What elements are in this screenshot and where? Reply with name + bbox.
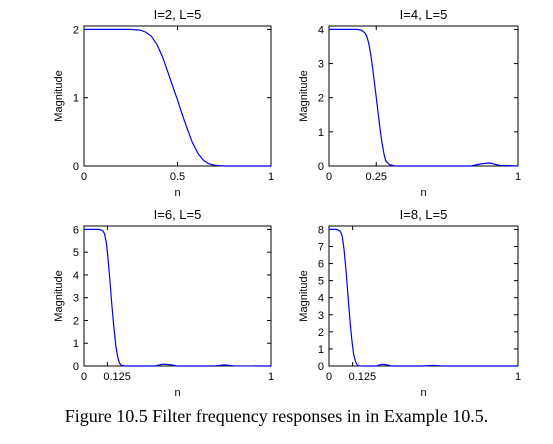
y-tick-label: 1 [73, 338, 79, 350]
y-tick-label: 6 [73, 224, 79, 236]
plot-frame [83, 225, 272, 367]
y-axis-label: Magnitude [53, 270, 65, 321]
subplot-i8-l5: I=8, L=5 n Magnitude 0 0.125 1 0 1 2 3 4 5 6 7 8 [298, 207, 521, 399]
x-tick-label: 0.125 [103, 371, 131, 383]
chart-title: I=4, L=5 [400, 7, 448, 22]
y-axis-label: Magnitude [298, 270, 310, 321]
y-tick-label: 2 [73, 24, 79, 36]
x-tick-label: 0.125 [349, 371, 377, 383]
magnitude-response-line [84, 28, 271, 167]
subplot-i6-l5: I=6, L=5 n Magnitude 0 0.125 1 0 1 2 3 4 5 6 [53, 207, 274, 399]
chart-title: I=6, L=5 [154, 207, 202, 222]
x-tick-label: 1 [268, 171, 274, 183]
y-tick-label: 0 [73, 361, 79, 373]
y-tick-label: 2 [318, 93, 324, 105]
x-tick-label: 0.25 [366, 171, 387, 183]
x-tick-label: 1 [515, 171, 521, 183]
subplot-i4-l5: I=4, L=5 n Magnitude 0 0.25 1 0 1 2 3 4 [298, 7, 521, 199]
y-tick-label: 4 [318, 293, 324, 305]
y-axis-label: Magnitude [298, 70, 310, 121]
y-tick-label: 0 [318, 361, 324, 373]
y-tick-label: 4 [318, 24, 324, 36]
y-tick-label: 7 [318, 241, 324, 253]
y-tick-label: 3 [73, 293, 79, 305]
plot-frame [328, 225, 519, 367]
y-tick-label: 3 [318, 59, 324, 71]
x-tick-label: 0.5 [170, 171, 185, 183]
x-axis-label: n [420, 187, 426, 199]
chart-title: I=8, L=5 [400, 207, 448, 222]
x-axis-label: n [420, 387, 426, 399]
y-tick-label: 5 [73, 247, 79, 259]
y-tick-label: 0 [318, 161, 324, 173]
x-axis-label: n [174, 187, 180, 199]
chart-title: I=2, L=5 [154, 7, 202, 22]
magnitude-response-line [84, 228, 272, 367]
plot-frame [328, 25, 519, 167]
x-tick-label: 0 [81, 171, 87, 183]
x-tick-label: 1 [268, 371, 274, 383]
x-tick-label: 0 [81, 371, 87, 383]
plot-frame [83, 25, 272, 167]
x-tick-label: 0 [326, 171, 332, 183]
magnitude-response-line [329, 228, 518, 367]
y-tick-label: 6 [318, 259, 324, 271]
figure-caption: Figure 10.5 Filter frequency responses i… [64, 406, 489, 426]
y-tick-label: 4 [73, 270, 79, 282]
x-axis-label: n [174, 387, 180, 399]
y-tick-label: 1 [318, 344, 324, 356]
y-tick-label: 1 [73, 93, 79, 105]
x-tick-label: 1 [515, 371, 521, 383]
subplot-i2-l5: I=2, L=5 n Magnitude 0 0.5 1 0 1 2 [53, 7, 274, 199]
y-tick-label: 2 [73, 315, 79, 327]
y-tick-label: 0 [73, 161, 79, 173]
y-tick-label: 3 [318, 310, 324, 322]
y-tick-label: 8 [318, 224, 324, 236]
y-tick-label: 5 [318, 276, 324, 288]
y-tick-label: 2 [318, 327, 324, 339]
x-tick-label: 0 [326, 371, 332, 383]
y-axis-label: Magnitude [53, 70, 65, 121]
magnitude-response-line [329, 28, 519, 167]
y-tick-label: 1 [318, 127, 324, 139]
